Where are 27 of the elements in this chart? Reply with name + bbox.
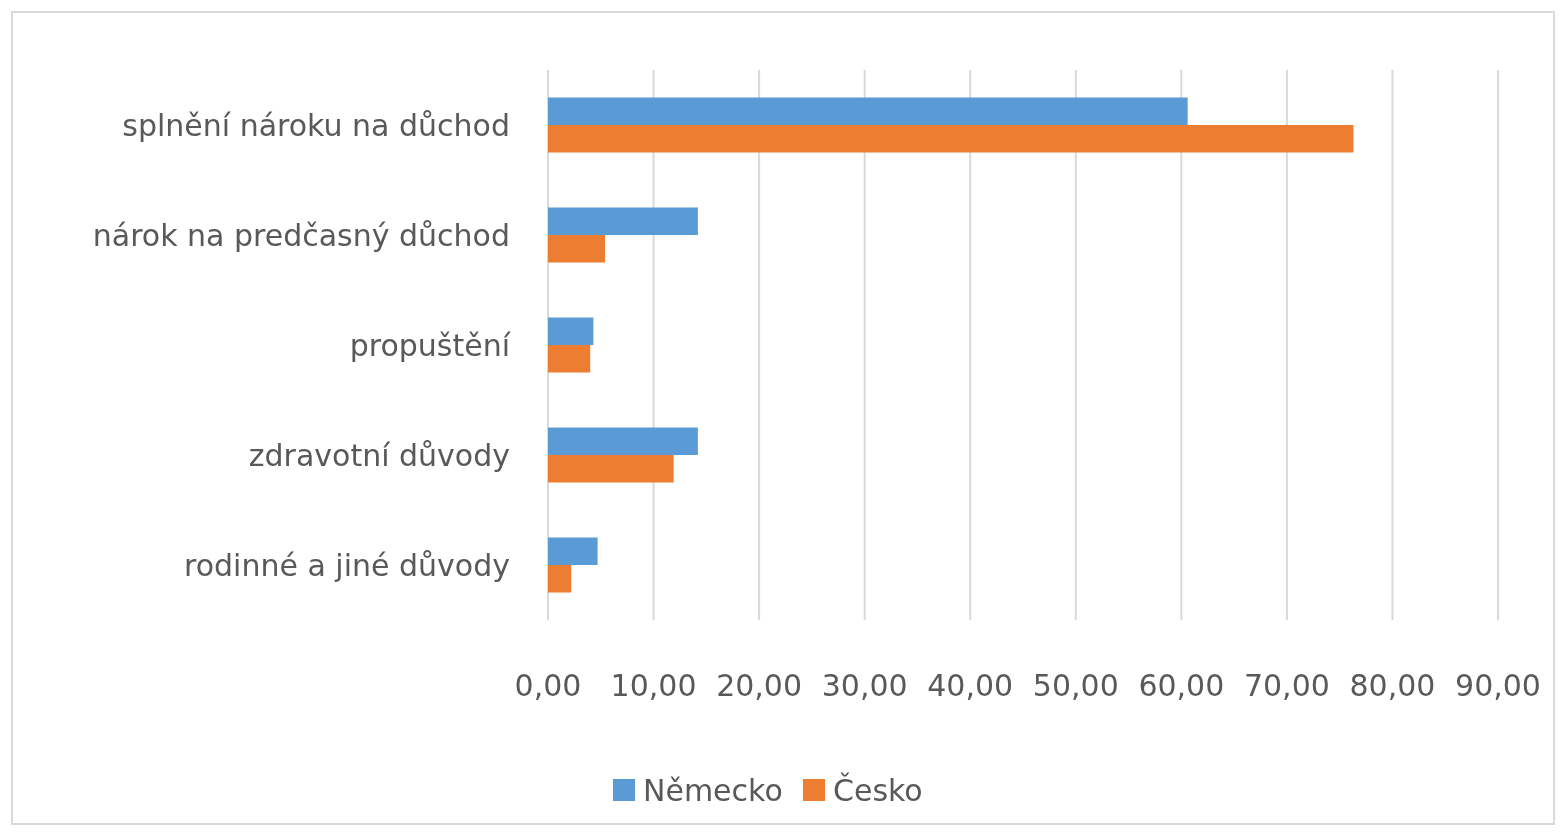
x-tick-label: 20,00 bbox=[716, 667, 803, 703]
bar bbox=[548, 235, 605, 263]
bar bbox=[548, 537, 598, 565]
bar bbox=[548, 317, 594, 345]
bar bbox=[548, 125, 1354, 153]
bar bbox=[548, 97, 1188, 125]
bar bbox=[548, 427, 698, 455]
y-tick-label: zdravotní důvody bbox=[248, 437, 510, 473]
legend-label: Německo bbox=[643, 772, 783, 808]
bar bbox=[548, 565, 572, 593]
x-tick-label: 0,00 bbox=[514, 667, 582, 703]
y-tick-label: nárok na predčasný důchod bbox=[92, 217, 510, 253]
x-tick-label: 50,00 bbox=[1032, 667, 1119, 703]
y-tick-label: propuštění bbox=[349, 327, 512, 363]
x-tick-label: 60,00 bbox=[1138, 667, 1225, 703]
x-tick-label: 80,00 bbox=[1349, 667, 1436, 703]
x-tick-label: 90,00 bbox=[1455, 667, 1541, 703]
y-tick-label: rodinné a jiné důvody bbox=[184, 547, 510, 583]
legend-label: Česko bbox=[833, 771, 923, 808]
bar bbox=[548, 207, 698, 235]
x-tick-label: 10,00 bbox=[610, 667, 697, 703]
x-tick-label: 30,00 bbox=[821, 667, 908, 703]
x-tick-label: 70,00 bbox=[1243, 667, 1330, 703]
bar bbox=[548, 345, 591, 373]
bar bbox=[548, 455, 674, 483]
y-tick-label: splnění nároku na důchod bbox=[122, 107, 510, 143]
x-tick-label: 40,00 bbox=[927, 667, 1014, 703]
